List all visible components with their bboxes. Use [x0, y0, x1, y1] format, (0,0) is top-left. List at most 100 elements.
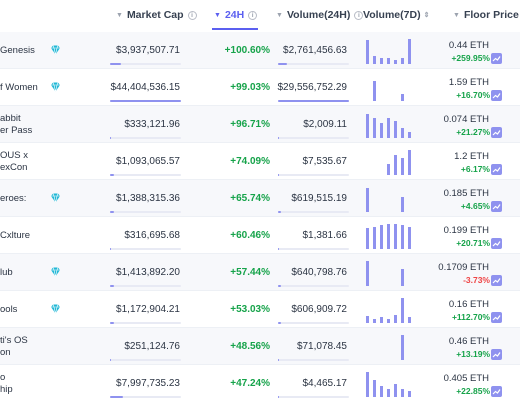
change-24h-label: 24H [224, 9, 245, 21]
volume-bar-fill [278, 174, 279, 176]
collection-name[interactable]: ools [0, 291, 60, 328]
table-row[interactable]: f Women $44,404,536.15 +99.03% $29,556,752.… [0, 69, 520, 106]
collection-name[interactable]: ti's OS on [0, 328, 60, 365]
collection-name[interactable]: o hip [0, 365, 60, 400]
column-header-market-cap[interactable]: ▼ Market Cap i [116, 0, 197, 30]
table-row[interactable]: abbit er Pass $333,121.96 +96.71% $2,009.11 0… [0, 106, 520, 143]
sparkline-bar [401, 298, 404, 323]
change-24h-value: +60.46% [230, 230, 270, 241]
sparkline-bar [394, 315, 397, 323]
trend-chart-icon[interactable] [491, 312, 502, 323]
trend-chart-icon[interactable] [491, 386, 502, 397]
column-header-24h[interactable]: ▼ 24H i [214, 0, 258, 30]
market-cap-bar-fill [110, 359, 112, 361]
info-icon[interactable]: i [354, 10, 364, 20]
trend-chart-icon[interactable] [491, 127, 502, 138]
sparkline-bar [408, 132, 411, 138]
change-24h-value: +57.44% [230, 267, 270, 278]
floor-price-label: Floor Price [463, 9, 519, 21]
trend-chart-icon[interactable] [491, 53, 502, 64]
collection-name[interactable]: OUS x exCon [0, 143, 60, 180]
table-row[interactable]: lub $1,413,892.20 +57.44% $640,798.76 0.1709… [0, 254, 520, 291]
table-row[interactable]: eroes: $1,388,315.36 +65.74% $619,515.19 0.1… [0, 180, 520, 217]
volume-7d-sparkline [366, 184, 412, 212]
change-24h-value: +47.24% [230, 378, 270, 389]
sparkline-bar [401, 128, 404, 138]
column-header-floor-price[interactable]: ▼ Floor Price [453, 0, 519, 30]
market-cap-bar-fill [110, 137, 112, 139]
volume-bar-fill [278, 137, 279, 139]
volume-7d-sparkline [366, 295, 412, 323]
sparkline-bar [394, 224, 397, 249]
table-row[interactable]: ti's OS on $251,124.76 +48.56% $71,078.45 0.4… [0, 328, 520, 365]
collection-name[interactable]: f Women [0, 69, 60, 106]
trend-chart-icon[interactable] [491, 90, 502, 101]
table-row[interactable]: ools $1,172,904.21 +53.03% $606,909.72 0.16 … [0, 291, 520, 328]
floor-price-value: 0.074 ETH [443, 114, 489, 125]
market-cap-bar-fill [110, 285, 115, 287]
collection-name-line1: ti's OS [0, 334, 28, 346]
sparkline-bar [373, 227, 376, 249]
sparkline-bar [401, 197, 404, 212]
trend-chart-icon[interactable] [491, 349, 502, 360]
sort-arrow-icon: ⇕ [423, 12, 430, 19]
market-cap-value: $333,121.96 [124, 119, 180, 130]
table-row[interactable]: o hip $7,997,735.23 +47.24% $4,465.17 0.405 E… [0, 365, 520, 400]
column-header-volume-7d[interactable]: Volume(7D) ⇕ [363, 0, 429, 30]
collection-name[interactable]: Genesis [0, 32, 60, 69]
sort-arrow-icon: ▼ [276, 11, 283, 19]
info-icon[interactable]: i [187, 10, 197, 20]
market-cap-bar-fill [110, 100, 181, 102]
floor-change-value: +13.19% [456, 349, 490, 359]
info-icon[interactable]: i [248, 10, 258, 20]
trend-chart-icon[interactable] [491, 201, 502, 212]
table-row[interactable]: Cxlture $316,695.68 +60.46% $1,381.66 0.199 … [0, 217, 520, 254]
volume-bar [278, 285, 349, 287]
collection-name[interactable]: eroes: [0, 180, 60, 217]
sparkline-bar [394, 60, 397, 64]
market-cap-bar [110, 359, 181, 361]
volume-bar [278, 322, 349, 324]
volume-bar [278, 137, 349, 139]
sparkline-bar [387, 389, 390, 397]
volume-24h-value: $71,078.45 [296, 341, 347, 352]
table-row[interactable]: OUS x exCon $1,093,065.57 +74.09% $7,535.67 1… [0, 143, 520, 180]
market-cap-bar [110, 211, 181, 213]
volume-bar [278, 396, 349, 398]
market-cap-bar [110, 63, 181, 65]
sparkline-bar [387, 319, 390, 323]
sparkline-bar [401, 225, 404, 249]
change-24h-value: +96.71% [230, 119, 270, 130]
floor-change-value: +112.70% [451, 312, 490, 322]
diamond-icon [51, 267, 60, 277]
sparkline-bar [366, 261, 369, 286]
volume-7d-sparkline [366, 221, 412, 249]
volume-7d-label: Volume(7D) [363, 9, 421, 21]
sparkline-bar [394, 121, 397, 138]
volume-bar-fill [278, 63, 287, 65]
collection-name-line2: er Pass [0, 124, 33, 136]
sparkline-bar [373, 56, 376, 64]
volume-7d-sparkline [366, 36, 412, 64]
sparkline-bar [401, 58, 404, 64]
trend-chart-icon[interactable] [491, 164, 502, 175]
volume-24h-value: $619,515.19 [291, 193, 347, 204]
trend-chart-icon[interactable] [491, 238, 502, 249]
trend-chart-icon[interactable] [491, 275, 502, 286]
collection-name[interactable]: lub [0, 254, 60, 291]
sparkline-bar [387, 118, 390, 138]
sparkline-bar [373, 380, 376, 397]
market-cap-value: $44,404,536.15 [110, 82, 180, 93]
collection-name[interactable]: Cxlture [0, 217, 60, 254]
floor-change-value: +4.65% [460, 201, 490, 211]
sparkline-bar [366, 188, 369, 212]
volume-bar [278, 174, 349, 176]
volume-bar [278, 63, 349, 65]
volume-7d-sparkline [366, 147, 412, 175]
collection-name[interactable]: abbit er Pass [0, 106, 60, 143]
column-header-volume-24h[interactable]: ▼ Volume(24H) i [276, 0, 364, 30]
collection-name-line1: Genesis [0, 44, 35, 56]
volume-bar-fill [278, 396, 279, 398]
volume-bar [278, 248, 349, 250]
table-row[interactable]: Genesis $3,937,507.71 +100.60% $2,761,456.6… [0, 32, 520, 69]
